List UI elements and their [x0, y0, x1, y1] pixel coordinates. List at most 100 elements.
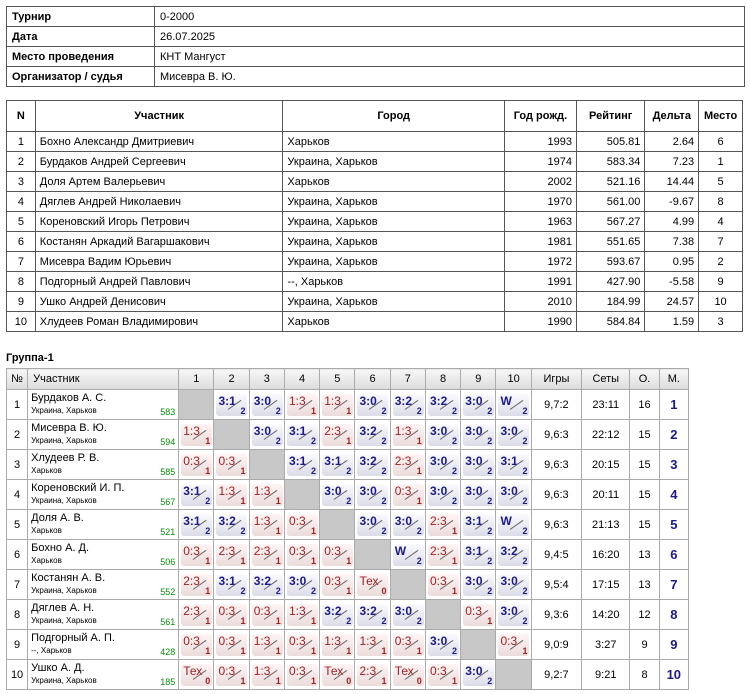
score-cell[interactable]: 3:0 2 — [495, 419, 532, 450]
match-score[interactable]: 0:3 1 — [463, 604, 495, 626]
match-score[interactable]: 0:3 1 — [392, 484, 424, 506]
score-cell[interactable]: 2:3 1 — [178, 599, 215, 630]
match-score[interactable]: 3:0 2 — [498, 604, 530, 626]
score-cell[interactable]: 0:3 1 — [178, 539, 215, 570]
match-score[interactable]: 3:1 2 — [498, 454, 530, 476]
score-cell[interactable]: 3:0 2 — [354, 389, 391, 420]
match-score[interactable]: 0:3 1 — [286, 634, 318, 656]
match-score[interactable]: 3:0 2 — [392, 604, 424, 626]
score-cell[interactable]: 0:3 1 — [213, 629, 250, 660]
score-cell[interactable]: 3:2 2 — [389, 389, 426, 420]
score-cell[interactable]: 3:0 2 — [248, 389, 285, 420]
match-score[interactable]: 3:0 2 — [286, 574, 318, 596]
match-score[interactable]: 0:3 1 — [322, 544, 354, 566]
match-score[interactable]: 1:3 1 — [216, 484, 248, 506]
score-cell[interactable]: 3:0 2 — [460, 389, 497, 420]
match-score[interactable]: 3:1 2 — [216, 574, 248, 596]
score-cell[interactable]: 1:3 1 — [178, 419, 215, 450]
score-cell[interactable]: Тех 0 — [389, 659, 426, 690]
match-score[interactable]: 0:3 1 — [181, 544, 213, 566]
score-cell[interactable]: 3:0 2 — [283, 569, 321, 600]
score-cell[interactable]: 0:3 1 — [283, 539, 321, 570]
match-score[interactable]: 1:3 1 — [322, 394, 354, 416]
score-cell[interactable]: 0:3 1 — [319, 569, 356, 600]
match-score[interactable]: 3:0 2 — [498, 484, 530, 506]
player-name[interactable]: Хлудеев Р. В. — [31, 452, 100, 464]
score-cell[interactable]: 3:0 2 — [460, 659, 497, 690]
match-score[interactable]: 3:2 2 — [498, 544, 530, 566]
score-cell[interactable]: 1:3 1 — [283, 389, 321, 420]
score-cell[interactable]: 0:3 1 — [283, 509, 321, 540]
score-cell[interactable]: 3:0 2 — [495, 599, 532, 630]
score-cell[interactable]: Тех 0 — [319, 659, 356, 690]
score-cell[interactable]: 3:1 2 — [283, 449, 321, 480]
match-score[interactable]: 3:0 2 — [427, 484, 459, 506]
match-score[interactable]: 3:0 2 — [322, 484, 354, 506]
score-cell[interactable]: 3:2 2 — [248, 569, 285, 600]
match-score[interactable]: 3:0 2 — [251, 394, 283, 416]
score-cell[interactable]: 1:3 1 — [283, 599, 321, 630]
score-cell[interactable]: 1:3 1 — [248, 659, 285, 690]
player-name[interactable]: Кореновский И. П. — [31, 482, 125, 494]
match-score[interactable]: 3:2 2 — [216, 514, 248, 536]
score-cell[interactable]: 1:3 1 — [248, 509, 285, 540]
match-score[interactable]: Тех 0 — [181, 664, 213, 686]
match-score[interactable]: 3:2 2 — [251, 574, 283, 596]
match-score[interactable]: 0:3 1 — [216, 634, 248, 656]
score-cell[interactable]: 3:1 2 — [283, 419, 321, 450]
match-score[interactable]: Тех 0 — [392, 664, 424, 686]
match-score[interactable]: 2:3 1 — [322, 424, 354, 446]
match-score[interactable]: 0:3 1 — [427, 574, 459, 596]
score-cell[interactable]: 3:0 2 — [460, 449, 497, 480]
match-score[interactable]: 3:1 2 — [286, 454, 318, 476]
score-cell[interactable]: 0:3 1 — [283, 629, 321, 660]
score-cell[interactable]: 3:2 2 — [354, 449, 391, 480]
score-cell[interactable]: 3:0 2 — [460, 569, 497, 600]
match-score[interactable]: 1:3 1 — [251, 514, 283, 536]
score-cell[interactable]: 1:3 1 — [213, 479, 250, 510]
score-cell[interactable]: 3:1 2 — [213, 569, 250, 600]
match-score[interactable]: 0:3 1 — [251, 604, 283, 626]
score-cell[interactable]: 3:0 2 — [495, 569, 532, 600]
match-score[interactable]: 3:0 2 — [357, 394, 389, 416]
score-cell[interactable]: 2:3 1 — [424, 509, 462, 540]
match-score[interactable]: 0:3 1 — [286, 514, 318, 536]
match-score[interactable]: 1:3 1 — [286, 604, 318, 626]
match-score[interactable]: 3:0 2 — [498, 424, 530, 446]
match-score[interactable]: 3:1 2 — [181, 484, 213, 506]
score-cell[interactable]: 0:3 1 — [389, 629, 426, 660]
match-score[interactable]: 3:0 2 — [427, 454, 459, 476]
match-score[interactable]: 3:2 2 — [357, 424, 389, 446]
score-cell[interactable]: 3:1 2 — [213, 389, 250, 420]
match-score[interactable]: 0:3 1 — [181, 634, 213, 656]
score-cell[interactable]: 0:3 1 — [213, 599, 250, 630]
match-score[interactable]: 3:1 2 — [322, 454, 354, 476]
match-score[interactable]: 0:3 1 — [216, 454, 248, 476]
match-score[interactable]: 1:3 1 — [251, 664, 283, 686]
match-score[interactable]: 3:0 2 — [463, 574, 495, 596]
match-score[interactable]: 3:1 2 — [181, 514, 213, 536]
match-score[interactable]: 2:3 1 — [392, 454, 424, 476]
score-cell[interactable]: 3:0 2 — [424, 629, 462, 660]
score-cell[interactable]: 3:1 2 — [319, 449, 356, 480]
match-score[interactable]: 3:0 2 — [463, 454, 495, 476]
match-score[interactable]: 3:1 2 — [463, 544, 495, 566]
score-cell[interactable]: 3:1 2 — [178, 479, 215, 510]
match-score[interactable]: 3:0 2 — [498, 574, 530, 596]
match-score[interactable]: 3:1 2 — [463, 514, 495, 536]
match-score[interactable]: 0:3 1 — [216, 664, 248, 686]
score-cell[interactable]: 0:3 1 — [213, 659, 250, 690]
score-cell[interactable]: 3:2 2 — [495, 539, 532, 570]
score-cell[interactable]: 2:3 1 — [178, 569, 215, 600]
score-cell[interactable]: 1:3 1 — [248, 479, 285, 510]
match-score[interactable]: 3:0 2 — [463, 394, 495, 416]
match-score[interactable]: 1:3 1 — [286, 394, 318, 416]
match-score[interactable]: 0:3 1 — [286, 664, 318, 686]
match-score[interactable]: 3:0 2 — [427, 634, 459, 656]
player-name[interactable]: Ушко А. Д. — [31, 662, 85, 674]
score-cell[interactable]: 0:3 1 — [389, 479, 426, 510]
